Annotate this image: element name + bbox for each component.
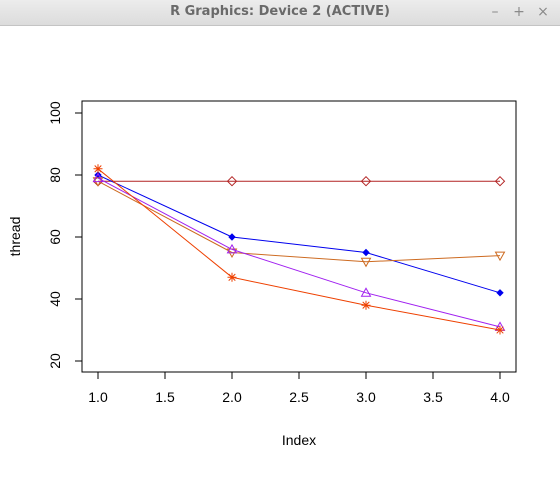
y-tick-label: 80 xyxy=(47,167,63,183)
series-segment xyxy=(365,292,501,328)
x-axis: 1.0 1.5 2.0 2.5 3.0 3.5 4.0 xyxy=(88,371,510,405)
window-title: R Graphics: Device 2 (ACTIVE) xyxy=(170,4,390,19)
y-tick-label: 20 xyxy=(47,353,63,369)
y-axis-label: thread xyxy=(7,217,23,257)
x-tick-label: 4.0 xyxy=(490,389,510,405)
series-1 xyxy=(94,171,504,297)
series-segment xyxy=(97,177,233,250)
close-button[interactable]: × xyxy=(537,4,549,20)
series-segment xyxy=(231,236,367,253)
data-point xyxy=(496,289,504,297)
data-point xyxy=(226,175,238,187)
data-point xyxy=(494,175,506,187)
series-0 xyxy=(92,175,506,187)
maximize-button[interactable]: + xyxy=(513,4,525,20)
data-point xyxy=(494,251,506,262)
series-segment xyxy=(231,276,367,306)
series-segment xyxy=(97,168,233,278)
x-axis-label: Index xyxy=(282,432,316,448)
x-tick-label: 3.5 xyxy=(423,389,443,405)
data-point xyxy=(93,164,103,174)
series-3 xyxy=(92,172,506,331)
series-segment xyxy=(97,174,233,238)
data-point xyxy=(495,325,505,335)
x-tick-label: 1.5 xyxy=(155,389,175,405)
series-segment xyxy=(231,248,367,294)
x-tick-label: 3.0 xyxy=(356,389,376,405)
y-tick-label: 100 xyxy=(47,101,63,125)
x-tick-label: 1.0 xyxy=(88,389,108,405)
plot-area: 1.0 1.5 2.0 2.5 3.0 3.5 4.0 20 40 60 80 100 Index … xyxy=(0,26,560,473)
data-point xyxy=(362,248,370,257)
data-point xyxy=(360,257,372,268)
series-4 xyxy=(93,164,505,335)
title-bar[interactable]: R Graphics: Device 2 (ACTIVE) – + × xyxy=(0,0,560,26)
minimize-button[interactable]: – xyxy=(491,4,499,20)
series-segment xyxy=(365,304,501,331)
plot-frame xyxy=(81,100,517,373)
data-point xyxy=(361,300,371,310)
y-tick-label: 60 xyxy=(47,229,63,245)
series-segment xyxy=(365,252,501,294)
series-layer xyxy=(92,164,506,335)
y-axis: 20 40 60 80 100 xyxy=(47,101,83,369)
data-point xyxy=(226,243,238,254)
data-point xyxy=(228,233,236,241)
data-point xyxy=(227,272,237,282)
data-point xyxy=(92,172,104,183)
series-segment xyxy=(365,255,501,263)
series-segment xyxy=(97,180,233,253)
data-point xyxy=(360,287,372,297)
series-segment xyxy=(231,252,367,263)
data-point xyxy=(360,175,372,187)
x-tick-label: 2.0 xyxy=(222,389,242,405)
y-tick-label: 40 xyxy=(47,291,63,307)
series-2 xyxy=(92,177,506,268)
x-tick-label: 2.5 xyxy=(289,389,309,405)
